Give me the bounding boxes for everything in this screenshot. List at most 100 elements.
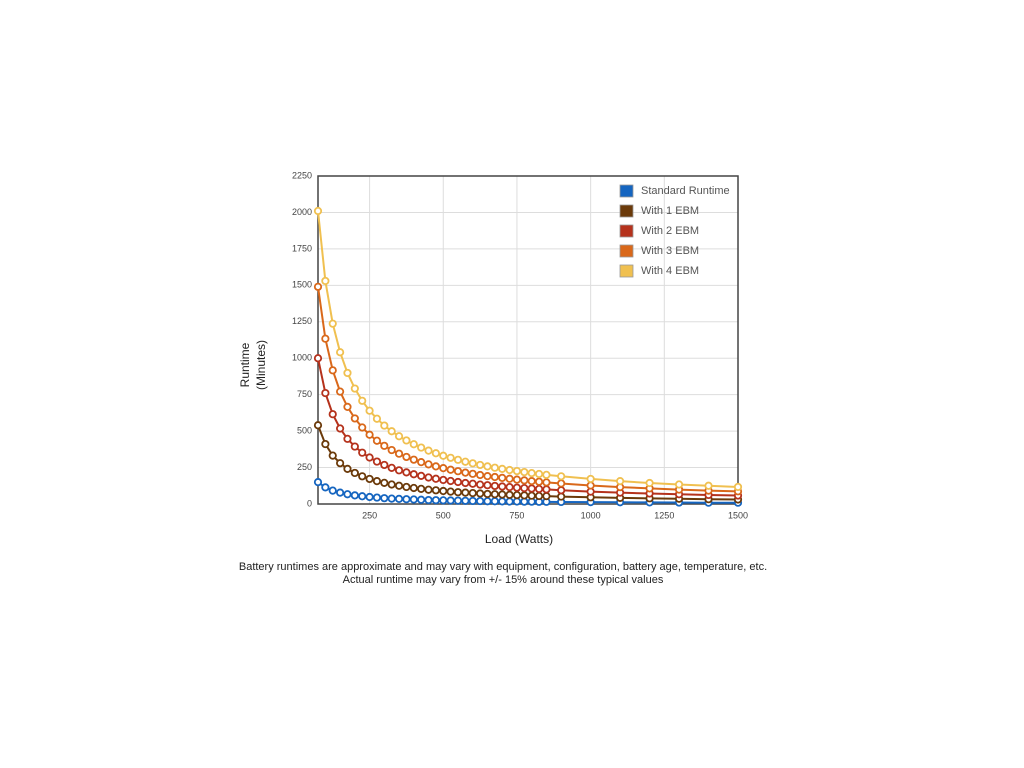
legend-swatch: [619, 204, 634, 218]
data-point: [387, 480, 396, 489]
data-point: [542, 485, 551, 494]
data-point: [402, 436, 411, 445]
data-point: [439, 464, 448, 473]
data-point: [387, 494, 396, 503]
data-point: [417, 471, 426, 480]
data-point: [586, 474, 595, 484]
data-point: [343, 368, 352, 378]
data-point: [380, 478, 389, 487]
data-point: [498, 464, 507, 473]
legend-swatch: [619, 184, 634, 198]
data-point: [468, 488, 477, 498]
data-point: [490, 497, 499, 506]
x-tick-label: 250: [362, 510, 377, 520]
data-point: [468, 459, 477, 468]
data-point: [358, 396, 367, 405]
data-point: [461, 457, 470, 466]
data-point: [321, 276, 330, 286]
data-point: [402, 482, 411, 492]
data-point: [512, 475, 522, 484]
data-point: [490, 481, 499, 491]
data-point: [387, 463, 396, 472]
y-tick-label: 500: [297, 425, 312, 435]
data-point: [468, 469, 477, 478]
data-point: [365, 474, 374, 484]
data-point: [498, 482, 507, 491]
data-point: [343, 402, 352, 412]
data-point: [336, 348, 345, 357]
y-tick-label: 250: [297, 462, 312, 472]
data-point: [387, 427, 396, 436]
legend-label: With 1 EBM: [641, 205, 699, 217]
data-point: [365, 492, 374, 502]
data-point: [394, 494, 404, 503]
data-point: [336, 459, 345, 468]
data-point: [350, 491, 359, 500]
data-point: [409, 495, 418, 504]
legend-label: Standard Runtime: [641, 185, 730, 197]
data-point: [512, 466, 522, 476]
data-point: [358, 472, 367, 481]
data-point: [446, 487, 455, 496]
data-point: [394, 449, 404, 458]
data-point: [402, 452, 411, 462]
data-point: [380, 460, 389, 470]
data-point: [358, 448, 367, 457]
data-point: [417, 443, 426, 452]
data-point: [424, 485, 433, 494]
data-point: [483, 481, 492, 490]
data-point: [336, 424, 345, 433]
data-point: [483, 489, 492, 499]
data-point: [350, 468, 359, 478]
y-tick-label: 0: [307, 498, 312, 508]
data-point: [453, 467, 463, 476]
data-point: [387, 445, 396, 455]
data-point: [313, 282, 323, 291]
data-point: [409, 470, 418, 479]
data-point: [321, 388, 330, 398]
data-point: [527, 477, 536, 486]
data-point: [350, 384, 359, 393]
data-point: [476, 470, 485, 480]
data-point: [439, 451, 448, 460]
data-point: [468, 496, 477, 506]
data-point: [372, 436, 382, 445]
data-point: [468, 479, 477, 488]
data-point: [461, 488, 470, 497]
data-point: [343, 464, 352, 473]
data-point: [328, 366, 337, 375]
data-point: [365, 430, 374, 439]
data-point: [372, 493, 382, 502]
data-point: [350, 442, 359, 451]
data-point: [542, 492, 551, 501]
data-point: [498, 490, 507, 499]
data-point: [557, 479, 566, 488]
data-point: [461, 496, 470, 505]
data-point: [372, 457, 382, 466]
data-point: [527, 484, 536, 493]
data-point: [321, 439, 330, 449]
data-point: [505, 465, 514, 475]
data-point: [424, 473, 433, 482]
data-point: [417, 484, 426, 493]
data-point: [520, 467, 529, 477]
data-point: [512, 491, 522, 500]
y-tick-label: 1250: [292, 316, 312, 326]
data-point: [557, 472, 566, 481]
data-point: [439, 496, 448, 505]
data-point: [512, 497, 522, 506]
data-point: [534, 477, 544, 486]
data-point: [365, 406, 374, 415]
data-point: [520, 484, 529, 493]
data-point: [512, 483, 522, 492]
data-point: [476, 480, 485, 489]
data-point: [409, 455, 418, 464]
data-point: [409, 483, 418, 493]
data-point: [431, 449, 440, 458]
data-point: [431, 462, 440, 471]
data-point: [372, 477, 382, 486]
y-tick-label: 750: [297, 389, 312, 399]
data-point: [328, 410, 337, 419]
data-point: [505, 490, 514, 499]
data-point: [380, 441, 389, 450]
